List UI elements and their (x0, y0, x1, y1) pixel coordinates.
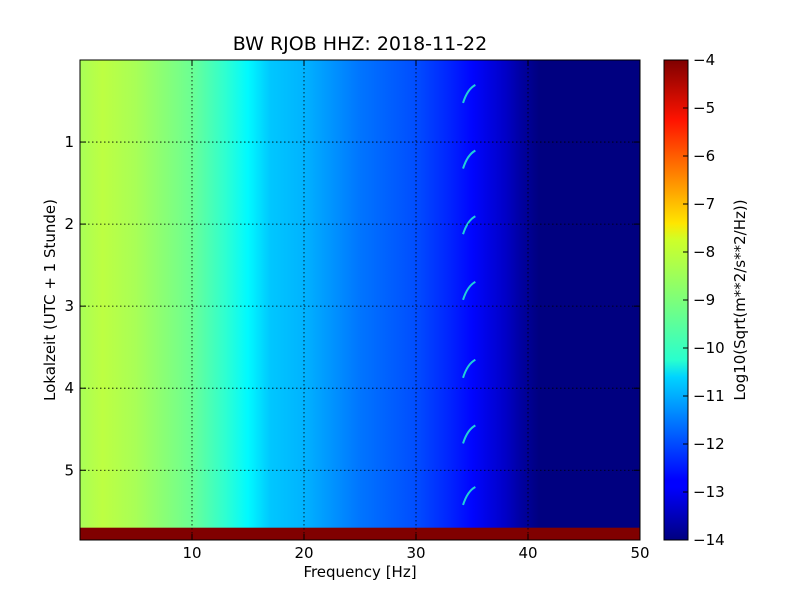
hour-feature (462, 280, 476, 301)
grid-lines (80, 60, 640, 540)
hour-features (462, 84, 476, 506)
y-tick-label: 1 (64, 133, 74, 151)
y-tick-label: 4 (64, 379, 74, 397)
x-axis-ticks: 10 20 30 40 50 (182, 60, 650, 562)
colorbar-tick-label: −7 (693, 195, 715, 213)
colorbar-tick-label: −11 (693, 387, 725, 405)
colorbar-tick-label: −10 (693, 339, 725, 357)
hour-feature (462, 424, 476, 444)
x-tick-label: 50 (630, 544, 649, 562)
colorbar-tick-label: −14 (693, 531, 725, 549)
y-tick-label: 5 (64, 461, 74, 479)
hour-feature (462, 149, 476, 169)
colorbar-tick-label: −9 (693, 291, 715, 309)
colorbar-tick-label: −8 (693, 243, 715, 261)
y-tick-label: 3 (64, 297, 74, 315)
colorbar-tick-label: −13 (693, 483, 725, 501)
hour-feature (462, 84, 476, 104)
colorbar-tick-label: −5 (693, 99, 715, 117)
colorbar-ticks: −4 −5 −6 −7 −8 −9 −10 −11 −12 −13 −14 (683, 51, 725, 549)
y-axis-ticks: 1 2 3 4 5 (64, 133, 640, 479)
colorbar-tick-label: −12 (693, 435, 725, 453)
spectrogram-field (80, 60, 640, 540)
plot-area (80, 60, 640, 540)
x-tick-label: 20 (294, 544, 313, 562)
chart-title: BW RJOB HHZ: 2018-11-22 (233, 33, 487, 55)
hour-feature (462, 358, 476, 379)
x-tick-label: 30 (406, 544, 425, 562)
colorbar-tick-label: −6 (693, 147, 715, 165)
plot-frame (79, 59, 641, 541)
x-tick-label: 40 (518, 544, 537, 562)
y-tick-label: 2 (64, 215, 74, 233)
hour-feature (462, 486, 476, 506)
no-data-band (80, 527, 640, 540)
colorbar-label: Log10(Sqrt(m**2/s**2/Hz)) (731, 199, 749, 400)
hour-feature (462, 215, 476, 235)
y-axis-label: Lokalzeit (UTC + 1 Stunde) (41, 199, 59, 401)
colorbar-tick-label: −4 (693, 51, 715, 69)
x-axis-label: Frequency [Hz] (303, 563, 416, 581)
x-tick-label: 10 (182, 544, 201, 562)
